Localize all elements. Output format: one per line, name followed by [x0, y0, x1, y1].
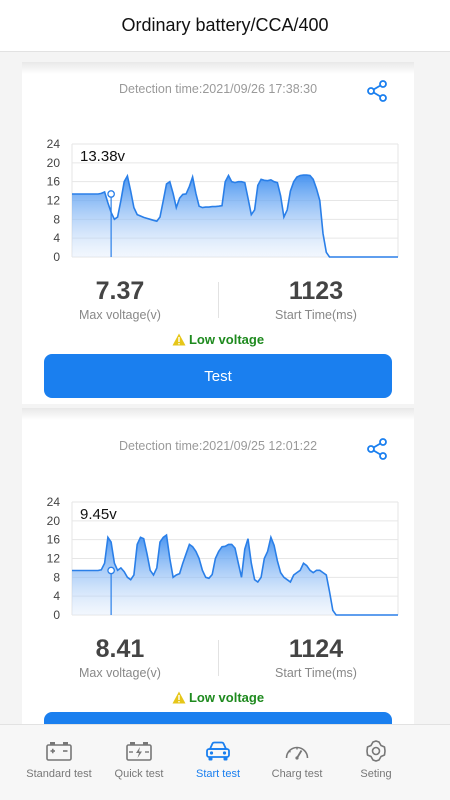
start-time-stat: 1123 Start Time(ms) [218, 276, 414, 322]
bottom-tab-bar: Standard test Quick test Start test [0, 724, 450, 800]
card-shadow [22, 62, 414, 74]
start-time-label: Start Time(ms) [275, 666, 357, 680]
stats-row: 7.37 Max voltage(v) 1123 Start Time(ms) [22, 276, 414, 336]
voltage-area [72, 535, 398, 615]
y-tick-label: 20 [47, 514, 61, 528]
y-tick-label: 0 [53, 608, 60, 622]
y-tick-label: 24 [47, 495, 61, 509]
tab-seting[interactable]: Seting [336, 725, 416, 800]
y-tick-label: 12 [47, 194, 61, 208]
stat-divider [218, 640, 219, 676]
max-voltage-label: Max voltage(v) [79, 308, 161, 322]
y-tick-label: 16 [47, 533, 61, 547]
start-time-label: Start Time(ms) [275, 308, 357, 322]
tab-quick-test[interactable]: Quick test [99, 725, 179, 800]
cursor-value-label: 13.38v [80, 148, 126, 165]
y-tick-label: 24 [47, 137, 61, 151]
voltage-chart: 0 4 8 12 16 20 24 9.45v [47, 495, 399, 622]
y-tick-label: 8 [53, 570, 60, 584]
test-button[interactable]: Test [44, 354, 392, 398]
warning-icon [172, 333, 186, 346]
tab-label: Quick test [114, 768, 164, 780]
stats-row: 8.41 Max voltage(v) 1124 Start Time(ms) [22, 634, 414, 694]
y-tick-label: 8 [53, 212, 60, 226]
y-tick-label: 16 [47, 175, 61, 189]
voltage-chart: 0 4 8 12 16 20 24 13.38v [47, 137, 399, 264]
max-voltage-stat: 7.37 Max voltage(v) [22, 276, 218, 322]
max-voltage-value: 8.41 [95, 635, 145, 663]
warning-icon [172, 691, 186, 704]
tab-standard-test[interactable]: Standard test [19, 725, 99, 800]
cursor-point[interactable] [107, 190, 115, 198]
battery-icon [46, 742, 72, 761]
detection-time: Detection time:2021/09/25 12:01:22 [118, 439, 318, 453]
stat-divider [218, 282, 219, 318]
warning-text: Low voltage [188, 690, 265, 705]
voltage-series-line [72, 533, 398, 616]
y-tick-label: 20 [47, 156, 61, 170]
y-tick-label: 0 [53, 250, 60, 264]
max-voltage-stat: 8.41 Max voltage(v) [22, 634, 218, 680]
gear-icon [366, 740, 386, 762]
tab-label: Start test [195, 768, 241, 780]
cursor-point[interactable] [107, 566, 115, 575]
tab-label: Charg test [271, 768, 323, 780]
app-header: Ordinary battery/CCA/400 [0, 0, 450, 52]
y-tick-label: 12 [47, 552, 61, 566]
tab-start-test[interactable]: Start test [178, 725, 258, 800]
status-warning: Low voltage [22, 332, 414, 347]
gauge-icon [285, 746, 309, 760]
card-shadow [22, 408, 414, 420]
cursor-value-label: 9.45v [80, 506, 117, 523]
page-title: Ordinary battery/CCA/400 [121, 15, 329, 35]
car-icon [206, 741, 230, 761]
detection-time: Detection time:2021/09/26 17:38:30 [118, 82, 318, 96]
record-card-2: Detection time:2021/09/25 12:01:22 0 4 8 12… [22, 420, 414, 756]
record-card-1: Detection time:2021/09/26 17:38:30 0 4 8 12… [22, 74, 414, 404]
start-time-stat: 1124 Start Time(ms) [218, 634, 414, 680]
max-voltage-label: Max voltage(v) [79, 666, 161, 680]
share-icon[interactable] [364, 436, 390, 462]
start-time-value: 1123 [288, 277, 344, 305]
battery-bolt-icon [126, 742, 152, 761]
share-icon[interactable] [364, 78, 390, 104]
y-tick-label: 4 [53, 589, 60, 603]
tab-label: Standard test [26, 768, 92, 780]
tab-charg-test[interactable]: Charg test [257, 725, 337, 800]
status-warning: Low voltage [22, 690, 414, 705]
voltage-area [72, 175, 398, 257]
max-voltage-value: 7.37 [95, 277, 145, 305]
y-tick-label: 4 [53, 231, 60, 245]
start-time-value: 1124 [288, 635, 344, 663]
tab-label: Seting [360, 768, 392, 780]
voltage-series-line [72, 173, 398, 258]
warning-text: Low voltage [188, 332, 265, 347]
